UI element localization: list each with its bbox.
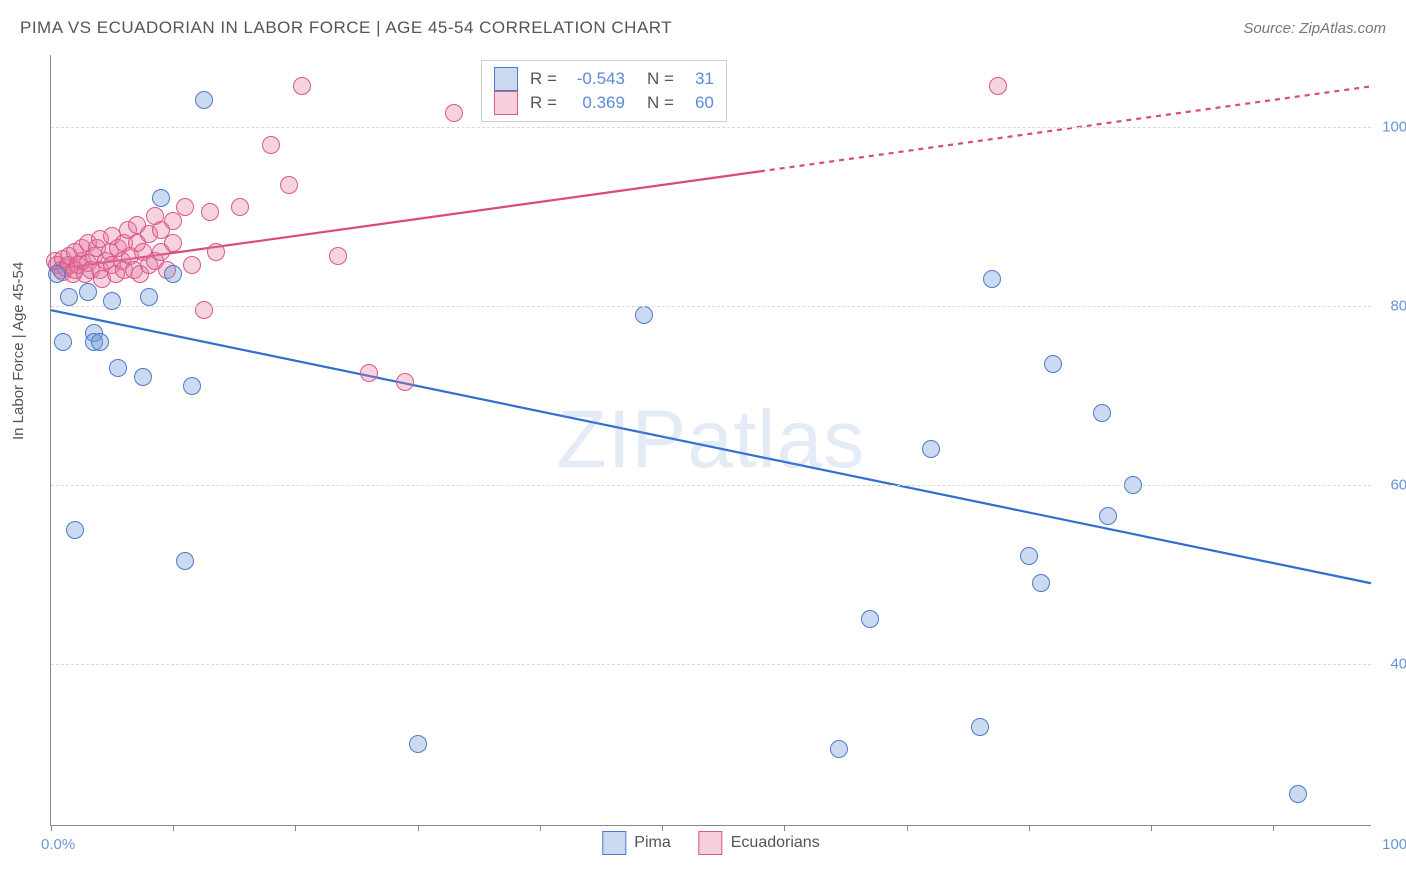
x-axis-min-label: 0.0% [41, 836, 75, 853]
x-tick [907, 825, 908, 831]
point-ecuadorian [293, 77, 311, 95]
point-ecuadorian [280, 176, 298, 194]
point-pima [861, 610, 879, 628]
ecuadorians-r-value: 0.369 [565, 93, 625, 113]
point-pima [1032, 574, 1050, 592]
legend-row-ecuadorians: R = 0.369 N = 60 [494, 91, 714, 115]
swatch-ecuadorians-icon [699, 831, 723, 855]
y-tick-label: 100.0% [1378, 118, 1406, 135]
n-label: N = [647, 93, 674, 113]
point-ecuadorian [207, 243, 225, 261]
point-pima [1099, 507, 1117, 525]
gridline [51, 664, 1371, 665]
x-tick [784, 825, 785, 831]
point-pima [1020, 547, 1038, 565]
gridline [51, 306, 1371, 307]
pima-n-value: 31 [682, 69, 714, 89]
point-pima [103, 292, 121, 310]
point-pima [409, 735, 427, 753]
point-ecuadorian [183, 256, 201, 274]
trend-line [760, 86, 1371, 171]
point-pima [195, 91, 213, 109]
point-pima [983, 270, 1001, 288]
point-pima [183, 377, 201, 395]
y-tick-label: 60.0% [1378, 476, 1406, 493]
point-pima [48, 265, 66, 283]
point-pima [176, 552, 194, 570]
point-pima [54, 333, 72, 351]
point-pima [60, 288, 78, 306]
point-pima [830, 740, 848, 758]
x-tick [1273, 825, 1274, 831]
y-axis-label: In Labor Force | Age 45-54 [10, 262, 27, 440]
point-ecuadorian [164, 234, 182, 252]
point-pima [79, 283, 97, 301]
point-ecuadorian [262, 136, 280, 154]
source-name: ZipAtlas.com [1299, 20, 1386, 37]
point-ecuadorian [231, 198, 249, 216]
x-tick [540, 825, 541, 831]
r-label: R = [530, 69, 557, 89]
x-tick [295, 825, 296, 831]
x-tick [173, 825, 174, 831]
point-ecuadorian [445, 104, 463, 122]
point-pima [91, 333, 109, 351]
point-ecuadorian [396, 373, 414, 391]
swatch-ecuadorians-icon [494, 91, 518, 115]
pima-r-value: -0.543 [565, 69, 625, 89]
point-ecuadorian [989, 77, 1007, 95]
correlation-legend: R = -0.543 N = 31 R = 0.369 N = 60 [481, 60, 727, 122]
ecuadorians-n-value: 60 [682, 93, 714, 113]
x-tick [662, 825, 663, 831]
point-pima [1044, 355, 1062, 373]
trend-line [51, 310, 1371, 583]
source-label: Source: ZipAtlas.com [1243, 20, 1386, 37]
x-tick [1151, 825, 1152, 831]
r-label: R = [530, 93, 557, 113]
legend-item-pima: Pima [602, 831, 670, 855]
point-pima [140, 288, 158, 306]
point-ecuadorian [176, 198, 194, 216]
y-tick-label: 40.0% [1378, 655, 1406, 672]
chart-plot-area: ZIPatlas R = -0.543 N = 31 R = 0.369 N =… [50, 55, 1371, 826]
point-pima [152, 189, 170, 207]
point-pima [635, 306, 653, 324]
point-ecuadorian [329, 247, 347, 265]
point-pima [109, 359, 127, 377]
point-pima [922, 440, 940, 458]
chart-title: PIMA VS ECUADORIAN IN LABOR FORCE | AGE … [20, 18, 672, 38]
point-pima [1093, 404, 1111, 422]
legend-row-pima: R = -0.543 N = 31 [494, 67, 714, 91]
point-pima [134, 368, 152, 386]
series-legend: Pima Ecuadorians [602, 831, 819, 855]
swatch-pima-icon [602, 831, 626, 855]
point-pima [971, 718, 989, 736]
point-ecuadorian [360, 364, 378, 382]
legend-ecuadorians-label: Ecuadorians [731, 834, 820, 852]
gridline [51, 485, 1371, 486]
legend-pima-label: Pima [634, 834, 670, 852]
x-axis-max-label: 100.0% [1382, 836, 1406, 853]
point-pima [1289, 785, 1307, 803]
point-ecuadorian [201, 203, 219, 221]
swatch-pima-icon [494, 67, 518, 91]
n-label: N = [647, 69, 674, 89]
x-tick [418, 825, 419, 831]
point-pima [164, 265, 182, 283]
point-ecuadorian [195, 301, 213, 319]
gridline [51, 127, 1371, 128]
chart-svg [51, 55, 1371, 825]
x-tick [1029, 825, 1030, 831]
x-tick [51, 825, 52, 831]
y-tick-label: 80.0% [1378, 297, 1406, 314]
point-pima [66, 521, 84, 539]
source-prefix: Source: [1243, 20, 1295, 37]
legend-item-ecuadorians: Ecuadorians [699, 831, 820, 855]
